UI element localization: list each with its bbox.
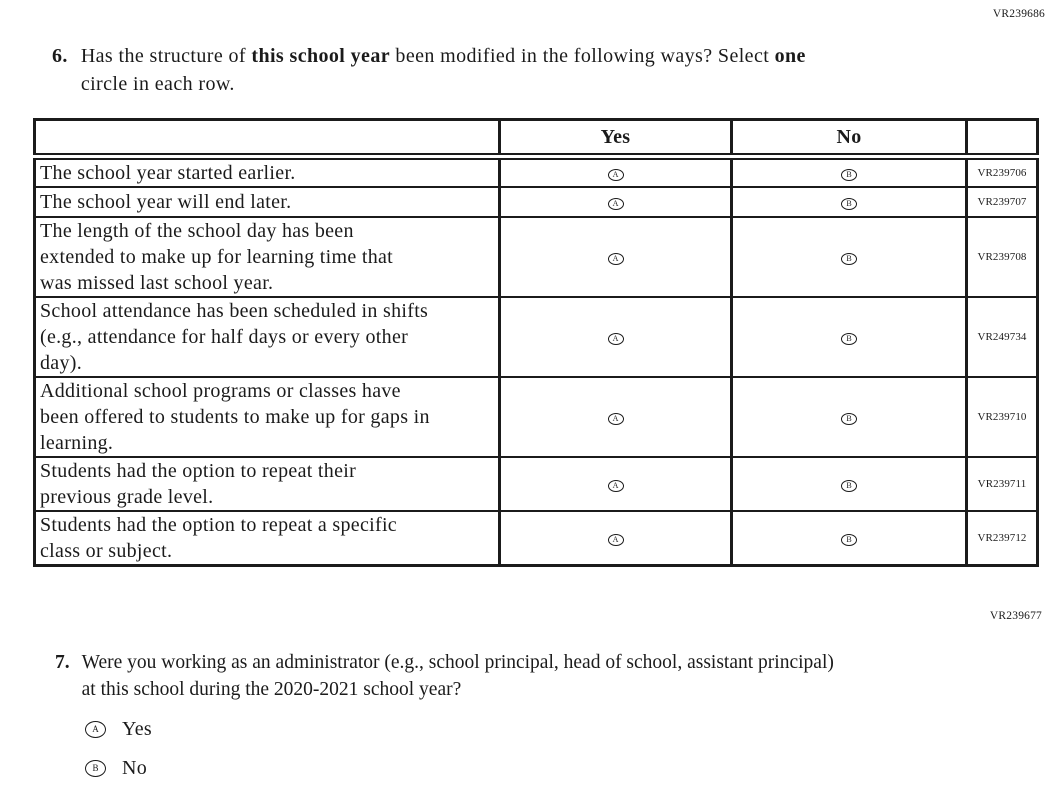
- question-6-text: Has the structure of this school year be…: [80, 45, 806, 95]
- answer-bubble-no-cell: B: [730, 510, 968, 567]
- answer-bubble-no-cell: B: [730, 216, 968, 298]
- q7-yes-bubble[interactable]: A: [85, 721, 106, 738]
- table-row: Students had the option to repeat a spec…: [33, 510, 1039, 567]
- answer-bubble-yes-cell: A: [498, 216, 733, 298]
- question-6-number: 6.: [52, 45, 68, 67]
- answer-bubble-no-cell: B: [730, 296, 968, 378]
- table-header-row: Yes No: [33, 118, 1039, 160]
- row-statement: Additional school programs or classes ha…: [33, 376, 501, 458]
- answer-bubble-no[interactable]: B: [841, 169, 857, 181]
- answer-bubble-yes[interactable]: A: [607, 534, 624, 546]
- col-header-yes: Yes: [498, 118, 733, 160]
- answer-bubble-yes[interactable]: A: [607, 169, 624, 181]
- question-7: 7. Were you working as an administrator …: [55, 649, 1005, 703]
- q7-option-no: B No: [85, 749, 152, 788]
- answer-bubble-no-cell: B: [730, 186, 968, 218]
- row-statement: Students had the option to repeat a spec…: [33, 510, 501, 567]
- answer-bubble-yes[interactable]: A: [607, 198, 624, 210]
- form-code-section: VR239677: [989, 610, 1042, 622]
- question-6: 6. Has the structure of this school year…: [52, 42, 992, 98]
- answer-bubble-no-cell: B: [730, 376, 968, 458]
- row-statement: The school year started earlier.: [33, 155, 501, 188]
- blank-header-cell: [33, 118, 501, 160]
- table-row: The school year started earlier. A B VR2397…: [33, 155, 1039, 188]
- col-header-no: No: [730, 118, 968, 160]
- answer-bubble-no[interactable]: B: [841, 198, 857, 210]
- answer-bubble-no[interactable]: B: [841, 413, 857, 425]
- q7-option-yes: A Yes: [85, 710, 152, 749]
- q7-yes-label: Yes: [122, 718, 153, 740]
- q6-response-table: Yes No The school year started earlier. A…: [33, 118, 1039, 567]
- form-code-top: VR239686: [992, 8, 1045, 20]
- answer-bubble-no[interactable]: B: [841, 253, 857, 265]
- answer-bubble-yes[interactable]: A: [607, 253, 624, 265]
- q7-options: A Yes B No: [85, 710, 152, 788]
- table-row: The length of the school day has been ex…: [33, 216, 1039, 298]
- question-7-text: Were you working as an administrator (e.…: [81, 652, 834, 700]
- answer-bubble-yes-cell: A: [498, 510, 733, 567]
- answer-bubble-no-cell: B: [730, 155, 968, 188]
- row-statement: School attendance has been scheduled in …: [33, 296, 501, 378]
- row-code: VR249734: [965, 296, 1039, 378]
- answer-bubble-no-cell: B: [730, 456, 968, 512]
- table-row: Students had the option to repeat their …: [33, 456, 1039, 512]
- table-row: School attendance has been scheduled in …: [33, 296, 1039, 378]
- answer-bubble-no[interactable]: B: [841, 333, 857, 345]
- answer-bubble-no[interactable]: B: [841, 534, 857, 546]
- q7-no-bubble[interactable]: B: [85, 760, 106, 777]
- answer-bubble-yes-cell: A: [498, 456, 733, 512]
- question-7-number: 7.: [55, 652, 70, 673]
- blank-code-header-cell: [965, 118, 1039, 160]
- answer-bubble-yes-cell: A: [498, 376, 733, 458]
- row-code: VR239710: [965, 376, 1039, 458]
- answer-bubble-yes-cell: A: [498, 155, 733, 188]
- row-code: VR239711: [965, 456, 1039, 512]
- table-row: The school year will end later. A B VR23970…: [33, 186, 1039, 218]
- table-row: Additional school programs or classes ha…: [33, 376, 1039, 458]
- answer-bubble-no[interactable]: B: [841, 480, 857, 492]
- q7-no-label: No: [122, 757, 148, 779]
- answer-bubble-yes[interactable]: A: [607, 480, 624, 492]
- row-code: VR239712: [965, 510, 1039, 567]
- row-statement: The school year will end later.: [33, 186, 501, 218]
- row-code: VR239706: [965, 155, 1039, 188]
- row-code: VR239707: [965, 186, 1039, 218]
- answer-bubble-yes-cell: A: [498, 296, 733, 378]
- answer-bubble-yes-cell: A: [498, 186, 733, 218]
- row-statement: The length of the school day has been ex…: [33, 216, 501, 298]
- row-code: VR239708: [965, 216, 1039, 298]
- answer-bubble-yes[interactable]: A: [607, 333, 624, 345]
- row-statement: Students had the option to repeat their …: [33, 456, 501, 512]
- answer-bubble-yes[interactable]: A: [607, 413, 624, 425]
